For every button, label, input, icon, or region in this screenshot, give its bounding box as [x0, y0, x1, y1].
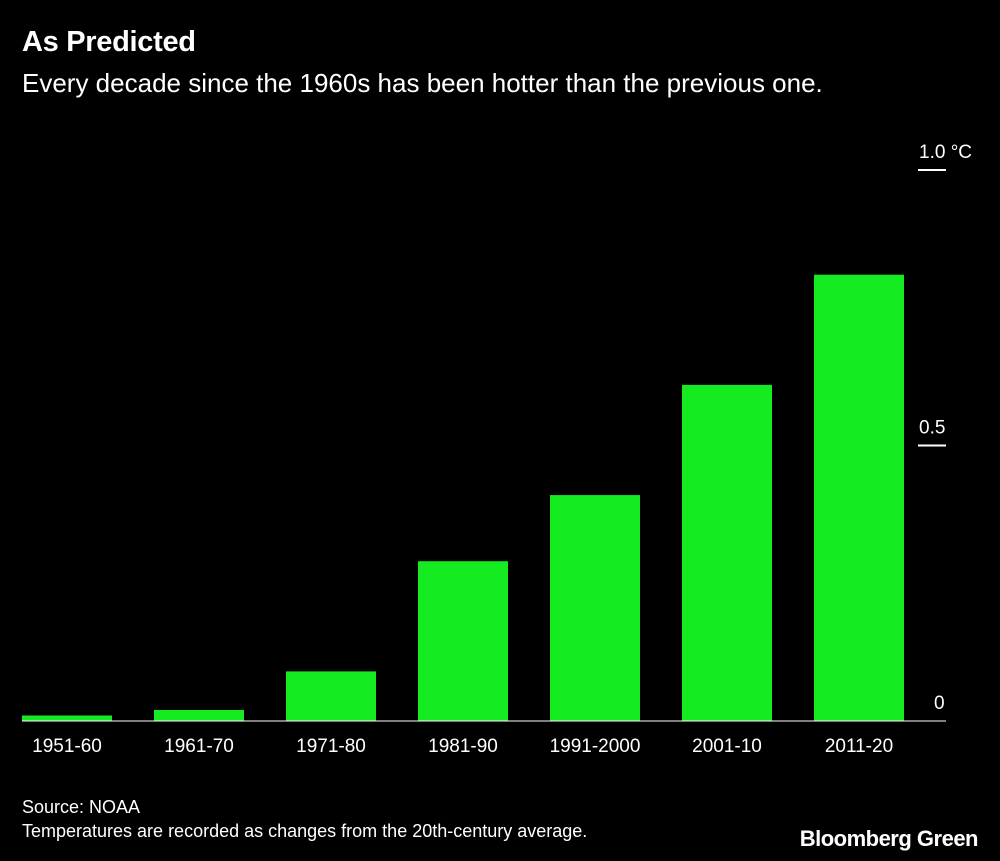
bar-2011-20 [814, 274, 904, 721]
bar-1981-90 [418, 561, 508, 721]
footnote: Temperatures are recorded as changes fro… [22, 821, 588, 841]
x-tick-label: 1971-80 [296, 736, 366, 757]
x-tick-label: 2011-20 [825, 736, 893, 757]
bar-2001-10 [682, 384, 772, 721]
x-tick-label: 2001-10 [692, 736, 762, 757]
x-tick-label: 1951-60 [32, 736, 102, 757]
bar-1971-80 [286, 671, 376, 721]
y-tick-label: 0 [934, 693, 945, 714]
bar-1991-2000 [550, 495, 640, 721]
x-tick-label: 1961-70 [164, 736, 234, 757]
x-tick-label: 1991-2000 [550, 736, 641, 757]
x-tick-label: 1981-90 [428, 736, 498, 757]
chart-title: As Predicted [22, 26, 196, 58]
bar-1961-70 [154, 709, 244, 721]
bar-1951-60 [22, 715, 112, 721]
y-tick-label: 0.5 [919, 418, 945, 439]
y-tick-label: 1.0 °C [919, 142, 972, 163]
chart-subtitle: Every decade since the 1960s has been ho… [22, 68, 823, 98]
source-note: Source: NOAA [22, 797, 141, 817]
brand-logo: Bloomberg Green [799, 826, 979, 851]
